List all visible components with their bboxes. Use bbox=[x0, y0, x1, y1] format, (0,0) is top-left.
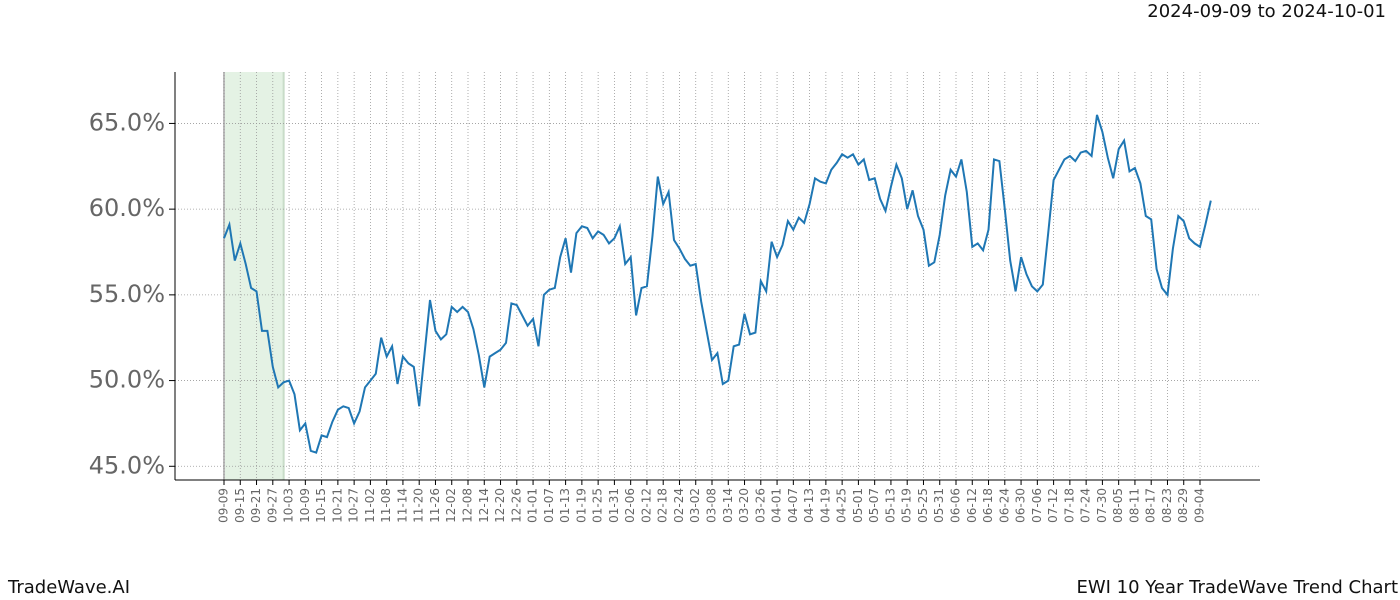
x-tick-label: 04-13 bbox=[802, 488, 816, 523]
x-tick-label: 11-20 bbox=[412, 488, 426, 523]
x-tick-label: 08-11 bbox=[1127, 488, 1141, 523]
x-tick-label: 03-14 bbox=[721, 488, 735, 523]
y-tick-label: 55.0% bbox=[89, 280, 165, 308]
x-tick-label: 01-01 bbox=[526, 488, 540, 523]
x-tick-label: 10-09 bbox=[298, 488, 312, 523]
x-tick-label: 06-30 bbox=[1014, 488, 1028, 523]
x-tick-label: 07-18 bbox=[1062, 488, 1076, 523]
x-tick-label: 05-01 bbox=[851, 488, 865, 523]
x-tick-label: 01-19 bbox=[574, 488, 588, 523]
x-tick-label: 01-07 bbox=[542, 488, 556, 523]
x-tick-label: 03-08 bbox=[705, 488, 719, 523]
y-tick-label: 60.0% bbox=[89, 194, 165, 222]
x-tick-label: 12-14 bbox=[477, 488, 491, 523]
x-tick-label: 04-07 bbox=[786, 488, 800, 523]
y-tick-label: 65.0% bbox=[89, 108, 165, 136]
x-tick-label: 11-14 bbox=[395, 488, 409, 523]
x-tick-label: 11-08 bbox=[379, 488, 393, 523]
x-tick-label: 10-03 bbox=[282, 488, 296, 523]
x-tick-label: 03-26 bbox=[753, 488, 767, 523]
date-range: 2024-09-09 to 2024-10-01 bbox=[1147, 1, 1386, 22]
x-tick-label: 02-18 bbox=[656, 488, 670, 523]
x-tick-label: 10-27 bbox=[347, 488, 361, 523]
x-tick-label: 04-19 bbox=[818, 488, 832, 523]
x-tick-label: 05-19 bbox=[900, 488, 914, 523]
chart-title: EWI 10 Year TradeWave Trend Chart bbox=[1076, 577, 1398, 598]
x-tick-label: 10-21 bbox=[330, 488, 344, 523]
x-tick-label: 02-24 bbox=[672, 488, 686, 523]
x-tick-label: 08-17 bbox=[1144, 488, 1158, 523]
x-tick-label: 11-02 bbox=[363, 488, 377, 523]
x-tick-label: 07-06 bbox=[1030, 488, 1044, 523]
x-tick-label: 09-04 bbox=[1193, 488, 1207, 523]
x-tick-label: 12-20 bbox=[493, 488, 507, 523]
x-tick-label: 03-20 bbox=[737, 488, 751, 523]
x-tick-label: 06-12 bbox=[965, 488, 979, 523]
x-tick-label: 04-25 bbox=[835, 488, 849, 523]
x-tick-label: 05-25 bbox=[916, 488, 930, 523]
x-tick-label: 02-12 bbox=[639, 488, 653, 523]
x-tick-label: 08-05 bbox=[1111, 488, 1125, 523]
x-tick-label: 07-30 bbox=[1095, 488, 1109, 523]
brand: TradeWave.AI bbox=[7, 577, 130, 598]
x-tick-label: 10-15 bbox=[314, 488, 328, 523]
x-tick-label: 01-31 bbox=[607, 488, 621, 523]
x-tick-label: 05-13 bbox=[883, 488, 897, 523]
highlight-band bbox=[224, 72, 284, 480]
y-tick-label: 50.0% bbox=[89, 366, 165, 394]
x-tick-label: 04-01 bbox=[770, 488, 784, 523]
x-tick-label: 06-24 bbox=[997, 488, 1011, 523]
x-tick-label: 09-21 bbox=[249, 488, 263, 523]
x-tick-label: 06-06 bbox=[949, 488, 963, 523]
trend-line bbox=[223, 114, 1212, 454]
x-tick-label: 08-23 bbox=[1160, 488, 1174, 523]
x-tick-label: 12-26 bbox=[509, 488, 523, 523]
x-tick-label: 12-08 bbox=[461, 488, 475, 523]
x-tick-label: 08-29 bbox=[1176, 488, 1190, 523]
x-tick-label: 05-31 bbox=[932, 488, 946, 523]
x-tick-label: 02-06 bbox=[623, 488, 637, 523]
x-tick-label: 09-27 bbox=[265, 488, 279, 523]
x-tick-label: 06-18 bbox=[981, 488, 995, 523]
x-tick-label: 11-26 bbox=[428, 488, 442, 523]
x-tick-label: 07-24 bbox=[1079, 488, 1093, 523]
x-tick-label: 03-02 bbox=[688, 488, 702, 523]
x-tick-label: 05-07 bbox=[867, 488, 881, 523]
x-tick-label: 09-09 bbox=[217, 488, 231, 523]
x-tick-label: 01-25 bbox=[591, 488, 605, 523]
x-tick-label: 07-12 bbox=[1046, 488, 1060, 523]
x-tick-label: 09-15 bbox=[233, 488, 247, 523]
x-tick-label: 01-13 bbox=[558, 488, 572, 523]
x-tick-label: 12-02 bbox=[444, 488, 458, 523]
y-tick-label: 45.0% bbox=[89, 451, 165, 479]
